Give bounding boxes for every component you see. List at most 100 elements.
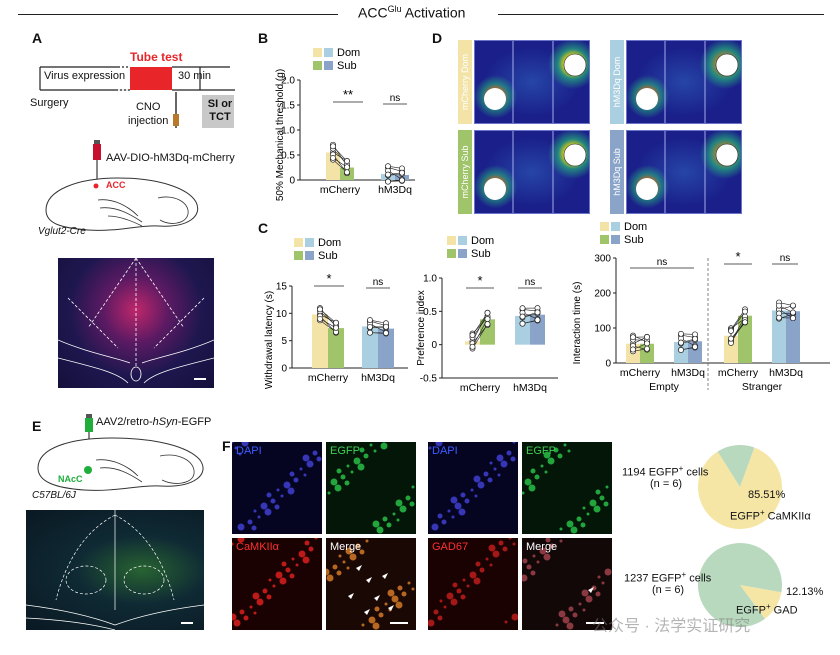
pie2-n-label: (n = 6) xyxy=(652,584,685,596)
pie1-n-label: (n = 6) xyxy=(650,478,683,490)
bar-dom xyxy=(515,316,530,345)
y-axis-label: 50% Mechanical threshold (g) xyxy=(275,69,286,201)
legend-b: Dom Sub xyxy=(313,47,360,72)
brain-sagittal-diagram xyxy=(45,177,199,231)
data-point xyxy=(790,315,796,322)
group-label-stranger: Stranger xyxy=(742,381,783,393)
legend-c2: Dom Sub xyxy=(447,235,494,260)
micrograph-label: CaMKIIα xyxy=(236,541,280,553)
heatmap-arena xyxy=(474,40,590,124)
pair-line xyxy=(319,309,337,324)
data-point xyxy=(692,343,698,350)
y-tick-label: 200 xyxy=(594,289,611,300)
sig-label: * xyxy=(477,273,482,288)
y-tick-label: 100 xyxy=(594,324,611,335)
pie-camkii xyxy=(698,445,782,529)
chart-withdrawal-latency: Dom Sub Withdrawal latency (s) 0 5 10 15 mCh… xyxy=(264,237,408,389)
bar-dom xyxy=(312,314,328,368)
min30-label: 30 min xyxy=(178,70,212,82)
micrograph-dapi-0: DAPI xyxy=(232,442,322,534)
data-point xyxy=(367,317,373,324)
heatmap-hm3dq-sub: hM3Dq Sub xyxy=(610,130,742,214)
panel-a-timeline xyxy=(30,40,245,140)
pie2-cells-label: 1237 EGFP+ cells xyxy=(624,570,712,585)
nacc-label: NAcC xyxy=(58,474,83,484)
data-point xyxy=(385,178,391,185)
heatmap-label-text: hM3Dq Sub xyxy=(612,148,622,196)
sig-label: ** xyxy=(343,87,353,102)
legend-sub: Sub xyxy=(318,250,338,262)
data-point xyxy=(678,330,684,337)
pie1-label: EGFP+ CaMKIIα xyxy=(730,508,811,523)
heatmap-arena xyxy=(626,40,742,124)
pair-line xyxy=(472,312,488,336)
micrograph-camkii--4: CaMKIIα xyxy=(232,538,322,630)
x-tick-label: hM3Dq xyxy=(378,184,412,196)
data-point xyxy=(344,164,350,171)
y-tick-label: 10 xyxy=(276,309,288,320)
data-point xyxy=(644,340,650,347)
pie2-label: EGFP+ GAD xyxy=(736,602,798,617)
header-rule-right xyxy=(498,14,824,15)
y-tick-label: 2.0 xyxy=(281,76,295,87)
data-point xyxy=(790,302,796,309)
bar-dom xyxy=(772,310,786,363)
data-point xyxy=(519,313,526,320)
y-tick-label: -0.5 xyxy=(420,374,438,385)
brain-sagittal-diagram-e xyxy=(37,437,204,491)
micrograph-egfp-1: EGFP xyxy=(326,442,416,534)
heatmap-mcherry-dom: mCherry Dom xyxy=(458,40,590,124)
panel-letter-c: C xyxy=(258,220,269,236)
group-label-empty: Empty xyxy=(649,381,680,393)
watermark: 公众号 · 法学实证研究 xyxy=(592,618,751,635)
data-point xyxy=(790,309,796,316)
heatmap-arena xyxy=(474,130,590,214)
x-tick-label: hM3Dq xyxy=(671,367,705,379)
sig-label: ns xyxy=(373,277,384,288)
y-axis-label: Withdrawal latency (s) xyxy=(264,291,275,389)
legend-dom: Dom xyxy=(471,235,494,247)
x-tick-label: mCherry xyxy=(320,184,361,196)
panel-letter-e: E xyxy=(32,418,42,434)
data-point xyxy=(484,316,491,322)
sig-label: * xyxy=(735,249,740,264)
micrograph-label: DAPI xyxy=(432,445,458,457)
x-tick-label: mCherry xyxy=(460,382,501,394)
data-point xyxy=(399,169,405,176)
nacc-section-image xyxy=(26,510,204,630)
pair-line xyxy=(472,323,488,349)
micrograph-label: DAPI xyxy=(236,445,262,457)
x-tick-label: mCherry xyxy=(620,367,661,379)
data-point xyxy=(333,319,339,326)
legend-sub: Sub xyxy=(471,248,491,260)
data-point xyxy=(776,314,782,321)
micrograph-dapi-2: DAPI xyxy=(428,442,518,534)
y-tick-label: 0 xyxy=(281,364,287,375)
data-point xyxy=(344,158,350,165)
data-point xyxy=(630,334,636,341)
coronal-section-image xyxy=(58,258,214,388)
data-point xyxy=(344,169,350,176)
data-point xyxy=(644,345,650,352)
vglut2-label: Vglut2-Cre xyxy=(38,226,86,237)
pair-line xyxy=(472,318,488,347)
bar-sub xyxy=(738,315,752,363)
bar-sub xyxy=(328,328,344,368)
bar-dom xyxy=(362,326,378,368)
pair-line xyxy=(369,323,387,333)
y-tick-label: 1.5 xyxy=(281,101,295,112)
aav-retro-label: AAV2/retro-hSyn-EGFP xyxy=(96,416,212,428)
data-point xyxy=(484,309,491,316)
surgery-label: Surgery xyxy=(30,97,69,109)
bar-sub xyxy=(530,314,545,345)
legend-c: Dom Sub xyxy=(294,237,341,262)
x-tick-label: hM3Dq xyxy=(513,382,547,394)
pair-line xyxy=(319,318,337,329)
sig-label: ns xyxy=(390,93,401,104)
chart-interaction-time: Dom Sub Interaction time (s) 0 100 200 300 m… xyxy=(572,221,830,393)
data-point xyxy=(399,177,405,184)
y-tick-label: 0.5 xyxy=(423,307,437,318)
acc-label: ACC xyxy=(106,180,126,190)
x-tick-label: mCherry xyxy=(308,372,349,384)
chart-mechanical-threshold: Dom Sub 50% Mechanical threshold (g) 0 0.… xyxy=(275,47,415,201)
